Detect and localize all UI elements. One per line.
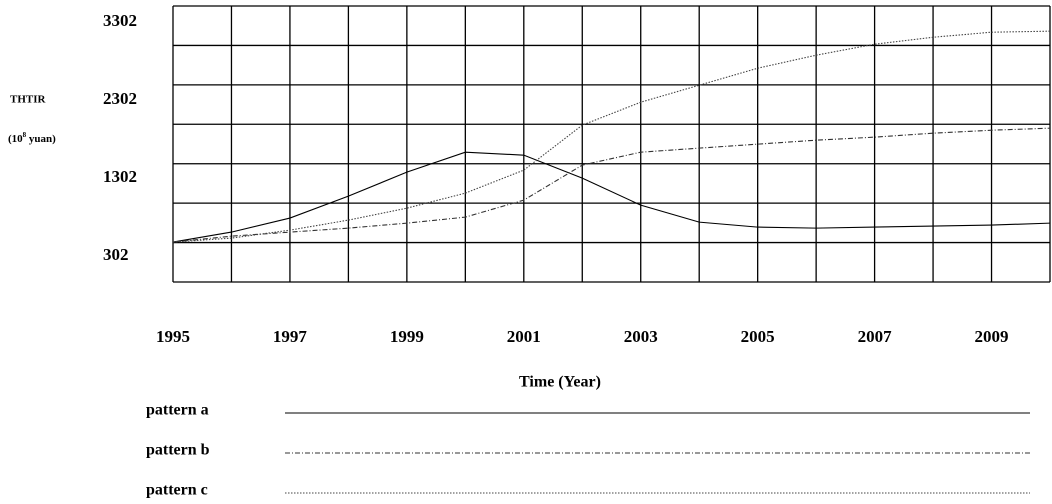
x-tick-label: 2003 [624,327,658,346]
y-axis-title: THTIR [10,94,47,106]
x-tick-label: 1995 [156,327,190,346]
y-axis-unit: (108 yuan) [8,131,56,145]
series-line [172,127,1051,243]
series-line [172,151,1051,243]
unit-part: yuan) [26,133,56,145]
x-tick-label: 2007 [858,327,893,346]
unit-superscript: 8 [23,131,27,139]
legend-label: pattern b [146,442,210,459]
y-tick-label: 3302 [103,11,137,30]
x-axis-title: Time (Year) [519,374,601,391]
series-line [172,30,1051,243]
x-tick-label: 2001 [507,327,541,346]
legend-label: pattern a [146,402,209,419]
legend-label: pattern c [146,482,208,499]
unit-part: (10 [8,133,23,145]
x-tick-label: 2005 [741,327,775,346]
y-tick-label: 302 [103,245,129,264]
y-tick-label: 2302 [103,89,137,108]
x-tick-label: 2009 [975,327,1009,346]
x-tick-label: 1997 [273,327,308,346]
x-tick-label: 1999 [390,327,424,346]
y-tick-label: 1302 [103,167,137,186]
